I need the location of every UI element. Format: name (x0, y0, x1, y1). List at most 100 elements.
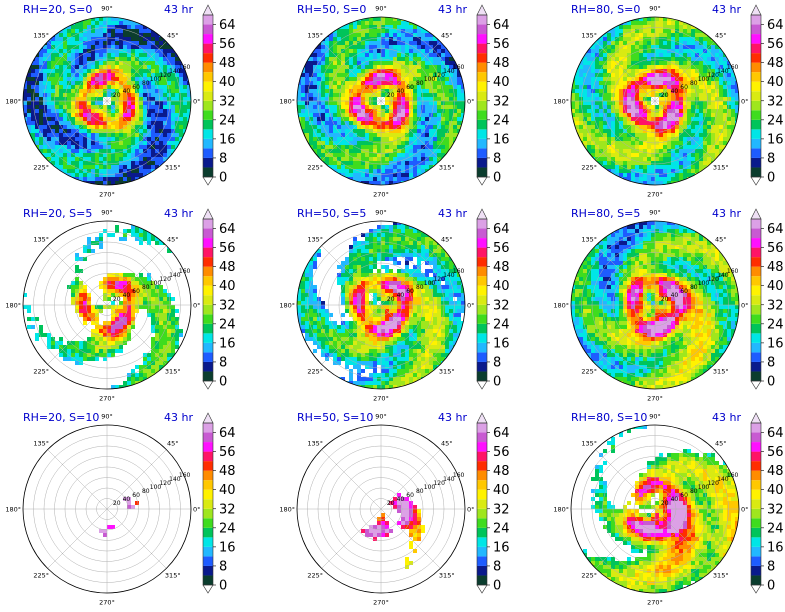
field-cell (627, 29, 631, 33)
field-cell (131, 325, 135, 329)
field-cell (691, 97, 695, 101)
field-cell (349, 113, 353, 117)
field-cell (611, 73, 615, 77)
field-cell (115, 161, 119, 165)
field-cell (587, 141, 591, 145)
field-cell (63, 89, 67, 93)
field-cell (345, 41, 349, 45)
field-cell (27, 93, 31, 97)
field-cell (131, 93, 135, 97)
field-cell (409, 45, 413, 49)
field-cell (687, 25, 691, 29)
field-cell (385, 37, 389, 41)
field-cell (647, 29, 651, 33)
field-cell (75, 41, 79, 45)
field-cell (135, 141, 139, 145)
field-cell (47, 57, 51, 61)
field-cell (163, 49, 167, 53)
field-cell (369, 141, 373, 145)
field-cell (635, 37, 639, 41)
field-cell (389, 161, 393, 165)
field-cell (123, 37, 127, 41)
field-cell (59, 85, 63, 89)
field-cell (647, 45, 651, 49)
field-cell (675, 89, 679, 93)
field-cell (711, 121, 715, 125)
field-cell (349, 65, 353, 69)
field-cell (107, 133, 111, 137)
field-cell (397, 97, 401, 101)
field-cell (393, 137, 397, 141)
field-cell (711, 69, 715, 73)
field-cell (591, 113, 595, 117)
field-cell (599, 53, 603, 57)
field-cell (127, 337, 131, 341)
field-cell (457, 93, 461, 97)
field-cell (91, 61, 95, 65)
field-cell (67, 37, 71, 41)
field-cell (437, 149, 441, 153)
field-cell (595, 45, 599, 49)
field-cell (429, 145, 433, 149)
field-cell (167, 329, 171, 333)
field-cell (671, 165, 675, 169)
field-cell (171, 77, 175, 81)
field-cell (87, 105, 91, 109)
field-cell (679, 21, 683, 25)
field-cell (91, 241, 95, 245)
angle-tick-label: 270° (99, 191, 115, 199)
field-cell (163, 309, 167, 313)
field-cell (135, 153, 139, 157)
field-cell (305, 77, 309, 81)
field-cell (67, 349, 71, 353)
field-cell (357, 45, 361, 49)
field-cell (107, 129, 111, 133)
field-cell (143, 77, 147, 81)
field-cell (611, 49, 615, 53)
field-cell (727, 129, 731, 133)
field-cell (369, 165, 373, 169)
field-cell (31, 65, 35, 69)
field-cell (591, 145, 595, 149)
field-cell (63, 125, 67, 129)
field-cell (655, 73, 659, 77)
colorbar-swatch (477, 72, 487, 82)
field-cell (639, 29, 643, 33)
field-cell (67, 33, 71, 37)
field-cell (127, 21, 131, 25)
field-cell (651, 61, 655, 65)
field-cell (425, 153, 429, 157)
field-cell (115, 37, 119, 41)
field-cell (437, 61, 441, 65)
field-cell (353, 53, 357, 57)
field-cell (155, 109, 159, 113)
field-cell (437, 77, 441, 81)
angle-tick-label: 90° (649, 5, 661, 13)
field-cell (599, 69, 603, 73)
field-cell (353, 57, 357, 61)
field-cell (123, 149, 127, 153)
field-cell (135, 105, 139, 109)
field-cell (111, 73, 115, 77)
field-cell (575, 101, 579, 105)
field-cell (305, 117, 309, 121)
field-cell (123, 145, 127, 149)
field-cell (151, 365, 155, 369)
field-cell (357, 145, 361, 149)
field-cell (345, 129, 349, 133)
field-cell (663, 65, 667, 69)
field-cell (627, 37, 631, 41)
field-cell (659, 177, 663, 181)
field-cell (587, 61, 591, 65)
field-cell (179, 109, 183, 113)
field-cell (115, 165, 119, 169)
field-cell (131, 145, 135, 149)
field-cell (377, 149, 381, 153)
field-cell (341, 149, 345, 153)
field-cell (401, 117, 405, 121)
field-cell (317, 113, 321, 117)
field-cell (719, 137, 723, 141)
field-cell (333, 85, 337, 89)
field-cell (27, 113, 31, 117)
field-cell (675, 149, 679, 153)
